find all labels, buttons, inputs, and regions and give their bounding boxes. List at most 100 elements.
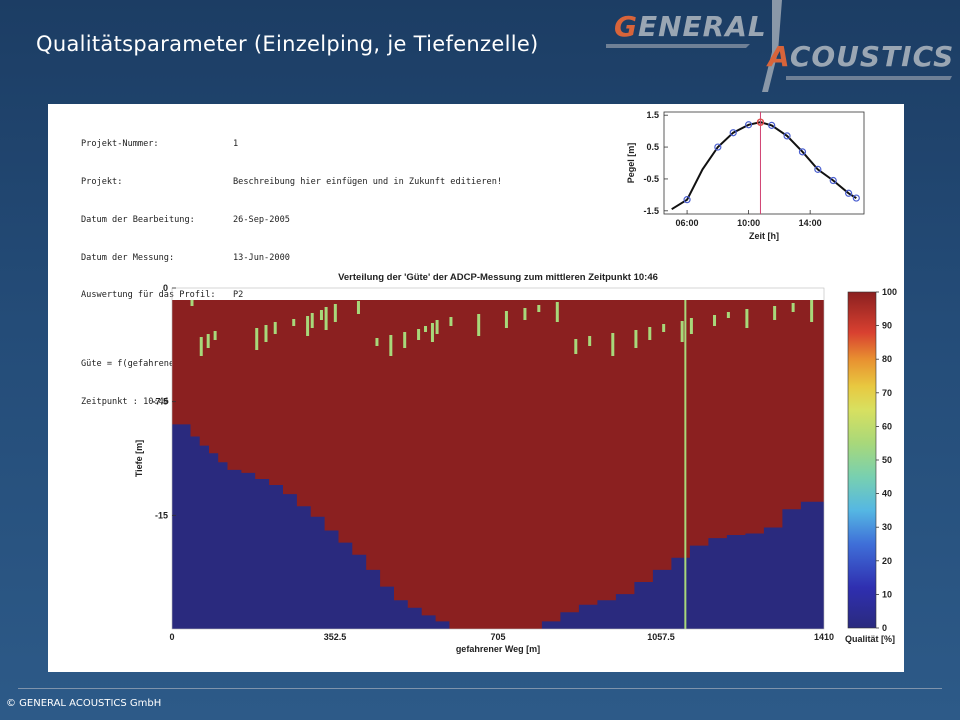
info-row: Auswertung für das Profil: P2 (81, 290, 244, 301)
info-row: Projekt: Beschreibung hier einfügen und i… (81, 176, 503, 187)
heatmap-x-tick-label: 1410 (814, 632, 834, 642)
colorbar-tick-label: 70 (882, 388, 892, 398)
tide-data-marker (845, 189, 853, 197)
colorbar-tick-label: 90 (882, 321, 892, 331)
slide-title: Qualitätsparameter (Einzelping, je Tiefe… (36, 32, 539, 56)
colorbar-tick-label: 40 (882, 489, 892, 499)
heatmap-x-tick-label: 0 (169, 632, 174, 642)
heatmap-quality-speckle (424, 326, 428, 332)
heatmap-x-tick-label: 1057.5 (647, 632, 675, 642)
heatmap-quality-speckle (310, 313, 314, 328)
tide-data-marker (783, 132, 791, 140)
logo-swoosh-icon (606, 0, 952, 92)
colorbar-tick-label: 20 (882, 556, 892, 566)
tide-y-tick-label: -0.5 (643, 174, 659, 184)
tide-x-axis-label: Zeit [h] (749, 231, 779, 241)
heatmap-quality-speckle (713, 315, 717, 326)
tide-data-marker (683, 196, 691, 204)
colorbar (847, 291, 877, 629)
heatmap-y-tick-label: -15 (155, 510, 168, 520)
heatmap-quality-speckle (726, 312, 730, 318)
heatmap-quality-speckle (389, 335, 393, 356)
tide-y-tick-label: 1.5 (646, 110, 659, 120)
colorbar-label: Qualität [%] (845, 634, 895, 644)
company-logo: GENERAL ACOUSTICS (600, 0, 960, 92)
heatmap-title: Verteilung der 'Güte' der ADCP-Messung z… (338, 272, 658, 283)
footer-divider (18, 688, 942, 689)
heatmap-x-axis-label: gefahrener Weg [m] (456, 644, 540, 654)
heatmap-frame (171, 287, 825, 630)
heatmap-quality-speckle (435, 320, 439, 334)
tide-y-axis-label: Pegel [m] (626, 143, 636, 184)
tide-x-tick-label: 10:00 (737, 218, 760, 228)
tide-data-marker (714, 143, 722, 151)
colorbar-tick-label: 30 (882, 522, 892, 532)
heatmap-quality-speckle (634, 330, 638, 348)
logo-word-general: GENERAL (614, 10, 767, 43)
heatmap-quality-speckle (273, 322, 277, 334)
colorbar-tick-label: 50 (882, 455, 892, 465)
heatmap-quality-speckle (773, 306, 777, 320)
colorbar-tick-label: 0 (882, 623, 887, 633)
heatmap-high-quality-region (172, 300, 824, 629)
tide-data-marker (729, 129, 737, 137)
heatmap-quality-speckle (356, 301, 360, 314)
heatmap-bad-ping-line (684, 300, 687, 629)
heatmap-quality-speckle (810, 300, 814, 322)
heatmap-quality-speckle (477, 314, 481, 336)
tide-plot-frame (663, 111, 865, 215)
tide-data-marker (768, 121, 776, 129)
heatmap-y-tick-label: 0 (163, 283, 168, 293)
heatmap-quality-speckle (190, 300, 194, 306)
tide-y-tick-label: -1.5 (643, 206, 659, 216)
heatmap-quality-speckle (324, 307, 328, 330)
tide-x-tick-label: 14:00 (799, 218, 822, 228)
tide-x-tick-label: 06:00 (676, 218, 699, 228)
heatmap-y-axis-label: Tiefe [m] (134, 440, 144, 477)
heatmap-quality-speckle (319, 310, 323, 320)
heatmap-x-tick-label: 705 (490, 632, 505, 642)
heatmap-quality-speckle (588, 336, 592, 346)
tide-data-marker (745, 121, 753, 129)
heatmap-quality-speckle (449, 317, 453, 326)
heatmap-quality-speckle (430, 323, 434, 342)
info-row: Datum der Messung: 13-Jun-2000 (81, 252, 290, 263)
tide-y-tick-label: 0.5 (646, 142, 659, 152)
heatmap-quality-speckle (403, 332, 407, 348)
heatmap-quality-speckle (333, 304, 337, 322)
heatmap-quality-speckle (555, 302, 559, 322)
heatmap-quality-speckle (791, 303, 795, 312)
footer-copyright: © GENERAL ACOUSTICS GmbH (6, 698, 162, 709)
tide-level-chart: 1.5 0.5 -0.5 -1.5 06:00 10:00 14:00 Zeit [h] Peg… (626, 110, 865, 241)
quality-heatmap-chart: Verteilung der 'Güte' der ADCP-Messung z… (134, 272, 897, 654)
heatmap-quality-speckle (199, 337, 203, 356)
heatmap-quality-speckle (292, 319, 296, 326)
info-row: Datum der Bearbeitung: 26-Sep-2005 (81, 214, 290, 225)
tide-data-marker (814, 165, 822, 173)
heatmap-quality-speckle (417, 329, 421, 340)
heatmap-quality-speckle (206, 334, 210, 348)
heatmap-quality-speckle (255, 328, 259, 350)
heatmap-quality-speckle (213, 331, 217, 340)
colorbar-tick-label: 10 (882, 589, 892, 599)
colorbar-tick-label: 60 (882, 421, 892, 431)
heatmap-quality-speckle (745, 309, 749, 328)
heatmap-quality-speckle (375, 338, 379, 346)
heatmap-quality-speckle (523, 308, 527, 320)
heatmap-y-tick-label: -7.5 (152, 397, 168, 407)
heatmap-quality-speckle (537, 305, 541, 312)
heatmap-quality-speckle (680, 321, 684, 342)
heatmap-quality-speckle (264, 325, 268, 342)
colorbar-tick-label: 80 (882, 354, 892, 364)
tide-data-marker (798, 148, 807, 156)
heatmap-quality-speckle (689, 318, 693, 334)
tide-data-marker (852, 194, 860, 202)
info-row: Projekt-Nummer: 1 (81, 139, 239, 150)
heatmap-quality-speckle (306, 316, 310, 336)
tide-data-marker (829, 176, 837, 185)
figure-panel: Projekt-Nummer: 1 Projekt: Beschreibung hi… (48, 104, 904, 672)
heatmap-quality-speckle (611, 333, 615, 356)
heatmap-quality-speckle (574, 339, 578, 354)
heatmap-quality-speckle (504, 311, 508, 328)
heatmap-quality-speckle (648, 327, 652, 340)
